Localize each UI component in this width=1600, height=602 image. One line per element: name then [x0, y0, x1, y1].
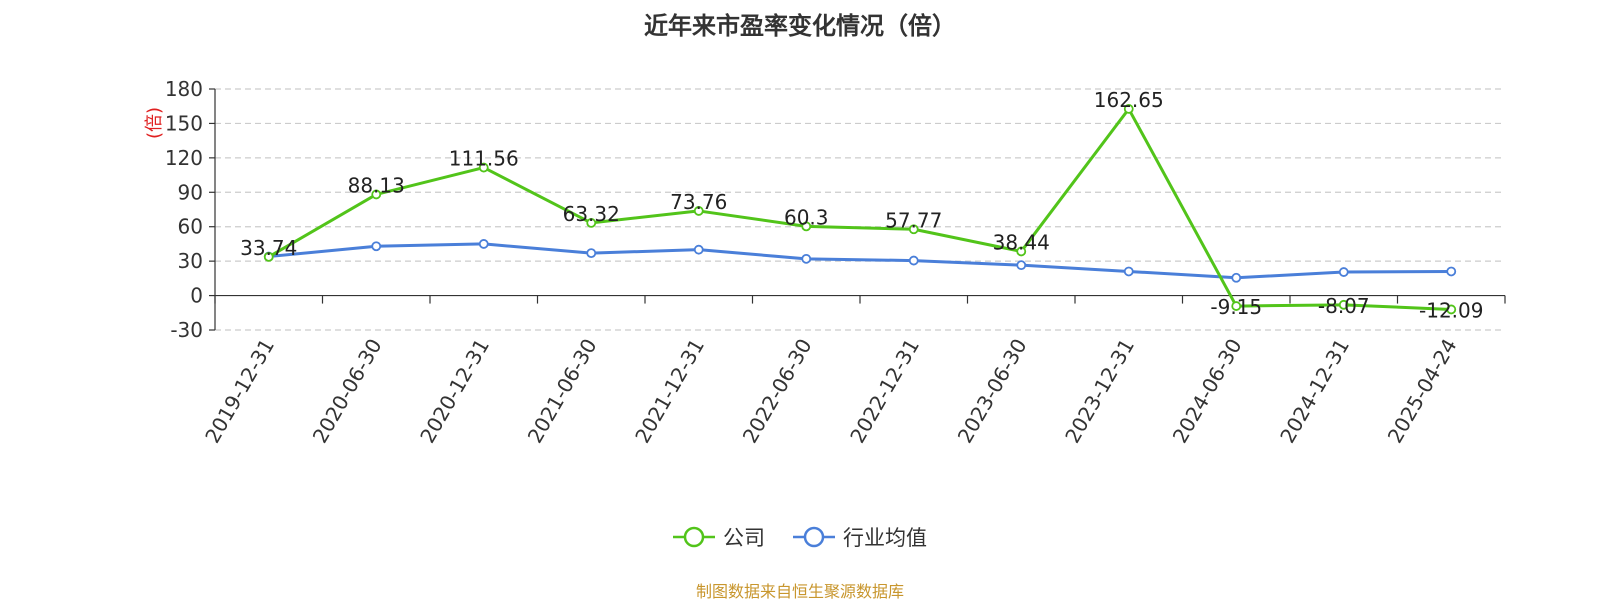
data-point — [1338, 299, 1349, 310]
data-point — [586, 248, 597, 259]
chart-title: 近年来市盈率变化情况（倍） — [644, 12, 956, 40]
x-tick-label: 2020-06-30 — [308, 335, 387, 448]
y-tick-label: -30 — [170, 318, 203, 342]
y-tick-label: 150 — [165, 111, 203, 135]
data-point — [1231, 272, 1242, 283]
data-point — [1016, 246, 1027, 257]
data-label: 111.56 — [449, 147, 519, 171]
series-line-industry-average — [268, 242, 1452, 280]
legend: 公司 行业均值 — [0, 522, 1600, 552]
data-point — [693, 244, 704, 255]
data-point — [371, 189, 382, 200]
data-point — [693, 206, 704, 216]
x-tick-label: 2020-12-31 — [415, 335, 494, 448]
y-axis-label: (倍) — [144, 107, 165, 139]
legend-line-circle-icon — [793, 526, 835, 548]
data-label: -12.09 — [1419, 298, 1483, 322]
x-tick-label: 2021-06-30 — [523, 335, 602, 448]
data-label: 57.77 — [885, 208, 942, 232]
series-lines — [263, 104, 1457, 315]
data-point — [586, 218, 597, 228]
y-tick-label: 180 — [165, 77, 203, 101]
x-tick-label: 2023-12-31 — [1060, 335, 1139, 448]
data-label: -9.15 — [1210, 295, 1262, 319]
y-tick-label: 120 — [165, 146, 203, 170]
x-tick-label: 2022-12-31 — [845, 335, 924, 448]
data-point — [801, 253, 812, 264]
legend-label-company: 公司 — [723, 526, 765, 550]
data-point — [1446, 304, 1457, 315]
data-point — [1016, 260, 1027, 271]
source-note: 制图数据来自恒生聚源数据库 — [695, 582, 904, 601]
data-point — [908, 224, 919, 235]
legend-label-industry-average: 行业均值 — [843, 526, 927, 550]
data-label: 33.74 — [240, 236, 297, 260]
data-point — [801, 221, 812, 232]
data-label: -8.07 — [1318, 294, 1370, 318]
y-tick-label: 0 — [190, 284, 203, 308]
data-labels: 33.74 88.13 111.56 63.32 73.76 60.3 57.77 38.44… — [240, 88, 1483, 323]
data-label: 60.3 — [784, 205, 829, 229]
axes: 180 150 120 90 60 30 0 -30 (倍) 2019-12-31 2020-06-… — [144, 77, 1506, 448]
x-tick-label: 2022-06-30 — [738, 335, 817, 448]
data-label: 38.44 — [993, 230, 1050, 254]
series-line-company — [267, 107, 1452, 311]
data-label: 162.65 — [1094, 88, 1164, 112]
data-point — [478, 239, 489, 249]
data-point — [478, 162, 489, 173]
x-tick-label: 2021-12-31 — [630, 335, 709, 448]
grid-lines — [215, 88, 1505, 331]
data-point — [1338, 267, 1349, 277]
data-point — [371, 241, 382, 252]
y-tick-label: 90 — [178, 180, 203, 204]
data-point — [1123, 104, 1134, 114]
legend-item-company[interactable]: 公司 — [673, 522, 765, 552]
legend-line-circle-icon — [673, 526, 715, 548]
data-label: 88.13 — [348, 173, 405, 197]
x-tick-label: 2024-12-31 — [1275, 335, 1354, 448]
x-tick-label: 2025-04-24 — [1383, 335, 1462, 448]
x-tick-label: 2023-06-30 — [953, 335, 1032, 448]
data-point — [908, 255, 919, 266]
y-tick-label: 60 — [178, 215, 203, 239]
x-tick-label: 2024-06-30 — [1168, 335, 1247, 448]
data-point — [1231, 301, 1242, 311]
data-point — [1123, 266, 1134, 277]
data-point — [263, 251, 274, 262]
data-point — [1446, 266, 1457, 277]
data-label: 63.32 — [563, 202, 620, 226]
x-tick-label: 2019-12-31 — [200, 335, 279, 448]
data-label: 73.76 — [670, 190, 727, 214]
legend-item-industry-average[interactable]: 行业均值 — [793, 522, 927, 552]
y-tick-label: 30 — [178, 249, 203, 273]
